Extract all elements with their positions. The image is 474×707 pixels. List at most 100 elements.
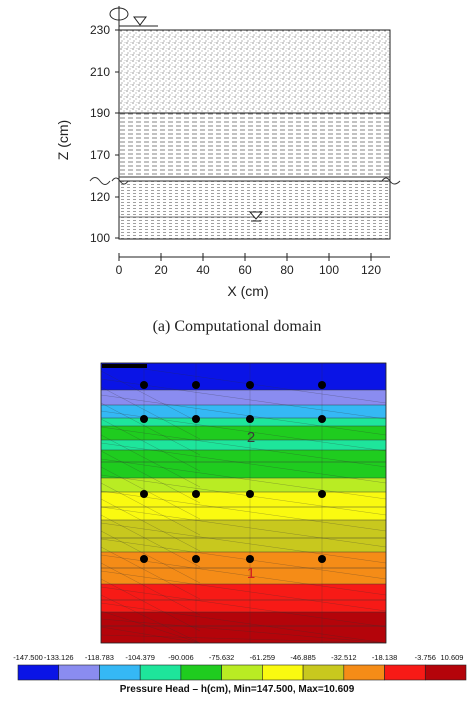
mesh-line: [100, 410, 387, 452]
contour-band: [101, 390, 386, 405]
observation-point: [246, 381, 254, 389]
mesh-line: [100, 474, 387, 516]
colorbar-tick-label: -90.006: [168, 653, 193, 662]
colorbar-tick-label: -61.259: [250, 653, 275, 662]
observation-point: [140, 381, 148, 389]
mesh-line: [100, 618, 387, 644]
mesh-line: [100, 394, 387, 436]
observation-point: [246, 555, 254, 563]
mesh-line: [100, 434, 201, 488]
mesh-line: [100, 450, 201, 504]
axis-break: [89, 176, 401, 185]
mesh-line: [100, 634, 387, 644]
figure-caption: (a) Computational domain: [152, 318, 322, 335]
contour-band: [101, 478, 386, 492]
mesh-line: [100, 626, 201, 644]
colorbar-tick-label: -133.126: [44, 653, 74, 662]
z-tick-label: 230: [90, 23, 110, 37]
mesh-line: [100, 482, 201, 536]
x-tick-label: 120: [361, 263, 381, 277]
contour-frame: [100, 362, 387, 644]
contour-band: [101, 584, 386, 600]
mesh-line: [100, 442, 387, 484]
contour-band: [101, 418, 386, 426]
colorbar-tick-label: -3.756: [415, 653, 436, 662]
z-axis-label: Z (cm): [55, 120, 71, 160]
x-axis-label: X (cm): [227, 283, 268, 299]
mesh-line: [100, 490, 387, 532]
z-tick-label: 210: [90, 65, 110, 79]
colorbar-tick-label: -32.512: [331, 653, 356, 662]
x-tick-label: 100: [319, 263, 339, 277]
colorbar-swatch: [99, 664, 141, 681]
scale-bar: [102, 364, 147, 368]
mesh-line: [100, 378, 387, 420]
observation-points: [140, 381, 326, 563]
observation-point: [192, 415, 200, 423]
mesh-line: [100, 498, 201, 552]
contour-band: [101, 568, 386, 584]
colorbar-swatch: [139, 664, 182, 681]
mesh-line: [100, 586, 387, 628]
mesh-line: [100, 594, 201, 644]
colorbar-swatch: [58, 664, 100, 681]
observation-point: [192, 555, 200, 563]
observation-point: [318, 415, 326, 423]
observation-point: [140, 555, 148, 563]
mesh-line: [100, 458, 387, 500]
contour-band: [101, 462, 386, 478]
mesh-line: [100, 514, 201, 568]
contour-band: [101, 612, 386, 626]
contour-band: [101, 507, 386, 520]
mesh-line: [100, 530, 201, 584]
marker-label-2: 2: [247, 429, 255, 446]
mesh-line: [100, 602, 387, 644]
x-tick-label: 40: [196, 263, 210, 277]
observation-point: [318, 490, 326, 498]
colorbar-tick-label: -75.632: [209, 653, 234, 662]
x-tick-label: 80: [280, 263, 294, 277]
colorbar-tick-label: -147.500: [13, 653, 43, 662]
observation-point: [318, 555, 326, 563]
mesh-line: [100, 418, 201, 472]
observation-point: [246, 490, 254, 498]
observation-point: [192, 490, 200, 498]
colorbar-tick-label: -104.379: [125, 653, 155, 662]
mesh-line: [100, 426, 387, 468]
mesh-line: [100, 538, 387, 580]
mesh-line: [100, 554, 387, 596]
mesh-line: [100, 506, 387, 548]
z-tick-label: 100: [90, 231, 110, 245]
ponding-symbol: [109, 6, 158, 30]
domain-frame: [118, 29, 391, 240]
colorbar-swatch: [17, 664, 60, 681]
colorbar-swatch: [424, 664, 467, 681]
colorbar-swatch: [384, 664, 426, 681]
contour-band: [101, 520, 386, 538]
x-tick-label: 20: [154, 263, 168, 277]
z-tick-label: 120: [90, 190, 110, 204]
x-axis: [118, 253, 390, 261]
colorbar-swatches: [17, 664, 467, 681]
mesh-line: [100, 578, 201, 632]
colorbar-title: Pressure Head – h(cm), Min=147.500, Max=…: [119, 684, 355, 695]
mesh-line: [100, 562, 201, 616]
domain-plot: 230 210 190 170 120 100 Z (cm) 0 20 40 6…: [55, 6, 401, 299]
mesh-line: [100, 466, 201, 520]
colorbar-swatch: [302, 664, 345, 681]
contour-band: [101, 600, 386, 612]
colorbar-tick-label: -46.885: [290, 653, 315, 662]
colorbar-tick-labels: -147.500 -133.126 -118.783 -104.379 -90.006 -…: [13, 653, 463, 662]
mesh-line: [100, 522, 387, 564]
colorbar-tick-label: -18.138: [372, 653, 397, 662]
lower-layer: [119, 181, 390, 239]
contour-band: [101, 450, 386, 462]
sand-layer: [119, 30, 390, 113]
colorbar-swatch: [221, 664, 263, 681]
mesh-line: [100, 610, 201, 644]
contour-band: [101, 426, 386, 440]
colorbar-tick-label: -118.783: [85, 653, 114, 662]
contour-band: [101, 492, 386, 507]
x-tick-label: 60: [238, 263, 252, 277]
